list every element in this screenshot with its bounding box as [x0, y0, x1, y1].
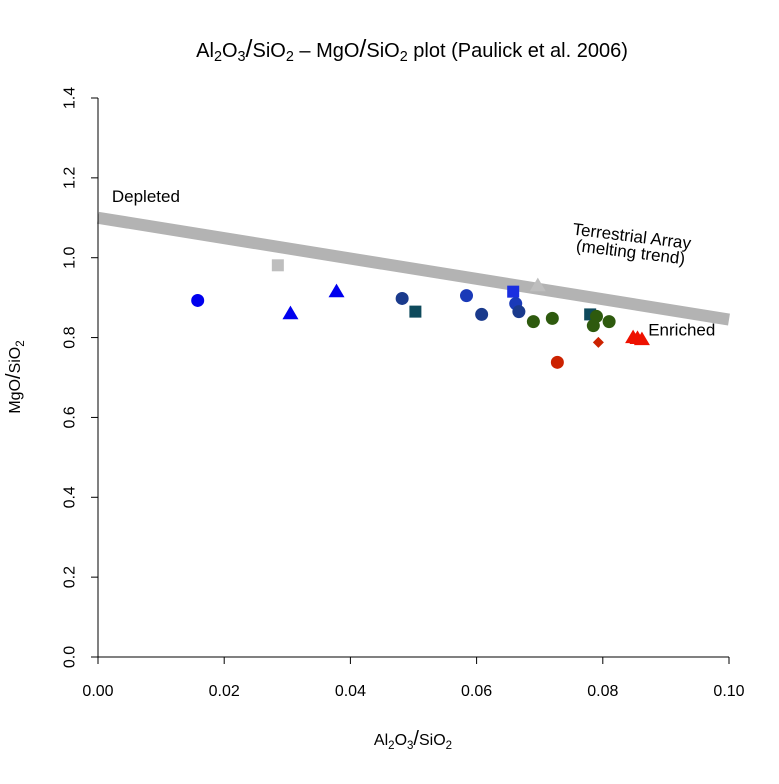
x-axis-label-part: Al — [374, 732, 388, 749]
titles-group: Al2O3/SiO2 – MgO/SiO2 plot (Paulick et a… — [3, 35, 628, 752]
chart-title: Al2O3/SiO2 – MgO/SiO2 plot (Paulick et a… — [196, 35, 628, 65]
y-tick-label: 0.2 — [62, 566, 79, 588]
y-axis-label-part: SiO — [7, 347, 24, 374]
x-tick-label: 0.06 — [461, 683, 492, 700]
chart-title-part: O — [222, 40, 238, 62]
chart-title-part: 2 — [400, 49, 408, 65]
y-tick-label: 0.0 — [62, 646, 79, 668]
data-point-circle — [512, 305, 526, 319]
x-axis-label-part: SiO — [419, 732, 446, 749]
chart-title-part: SiO — [366, 40, 399, 62]
data-point-triangle — [529, 277, 546, 292]
chart-title-part: Al — [196, 40, 214, 62]
data-point-triangle — [633, 331, 650, 346]
trend-line — [97, 211, 730, 326]
data-point-circle — [475, 307, 489, 321]
y-tick-label: 0.4 — [62, 486, 79, 508]
x-axis-label-part: 2 — [446, 740, 452, 752]
x-tick-label: 0.04 — [335, 683, 366, 700]
chart-title-part: / — [246, 35, 253, 63]
chart-title-part: 3 — [238, 49, 246, 65]
x-axis-label-part: 3 — [407, 740, 413, 752]
annotation-label: Depleted — [112, 187, 180, 206]
data-point-circle — [191, 293, 205, 307]
y-tick-label: 1.0 — [62, 246, 79, 268]
chart-title-part: SiO — [252, 40, 285, 62]
x-axis-label-part: O — [395, 732, 407, 749]
x-axis-label: Al2O3/SiO2 — [374, 728, 452, 752]
data-point-triangle — [328, 283, 345, 298]
data-point-circle — [526, 315, 540, 329]
data-point-circle — [460, 289, 474, 303]
y-tick-label: 1.4 — [62, 87, 79, 109]
y-tick-label: 0.6 — [62, 406, 79, 428]
data-point-triangle — [282, 305, 299, 320]
data-point-circle — [545, 311, 559, 325]
chart-title-part: 2 — [214, 49, 222, 65]
x-tick-label: 0.02 — [209, 683, 240, 700]
data-point-square — [271, 259, 284, 272]
data-points-group — [191, 259, 650, 369]
annotation-label: Enriched — [648, 321, 715, 340]
y-tick-label: 0.8 — [62, 326, 79, 348]
chart-title-part: plot (Paulick et al. 2006) — [408, 40, 628, 62]
y-axis-label-part: MgO — [7, 379, 24, 414]
axes-group: 0.00 0.02 0.04 0.06 0.08 0.10 0.0 0.2 0.4 0.6 0.8 1… — [62, 87, 745, 700]
data-point-circle — [586, 319, 600, 333]
y-tick-label: 1.2 — [62, 167, 79, 189]
chart-title-part: 2 — [286, 49, 294, 65]
x-tick-label: 0.10 — [713, 683, 744, 700]
data-point-circle — [602, 315, 616, 329]
data-point-circle — [395, 291, 409, 305]
data-point-circle — [550, 355, 564, 369]
data-point-square — [409, 305, 422, 318]
trend-line-group — [97, 211, 730, 326]
data-point-diamond — [592, 336, 604, 348]
x-axis-label-part: 2 — [388, 740, 394, 752]
chart-title-part: – MgO — [294, 40, 360, 62]
x-tick-label: 0.00 — [82, 683, 113, 700]
x-axis-label-part: / — [413, 728, 419, 750]
y-axis-label-part: / — [3, 373, 25, 379]
y-axis-label-part: 2 — [15, 340, 27, 346]
chart-title-part: / — [359, 35, 366, 63]
x-tick-label: 0.08 — [587, 683, 618, 700]
y-axis-label: MgO/SiO2 — [3, 340, 27, 413]
data-point-square — [507, 285, 520, 298]
